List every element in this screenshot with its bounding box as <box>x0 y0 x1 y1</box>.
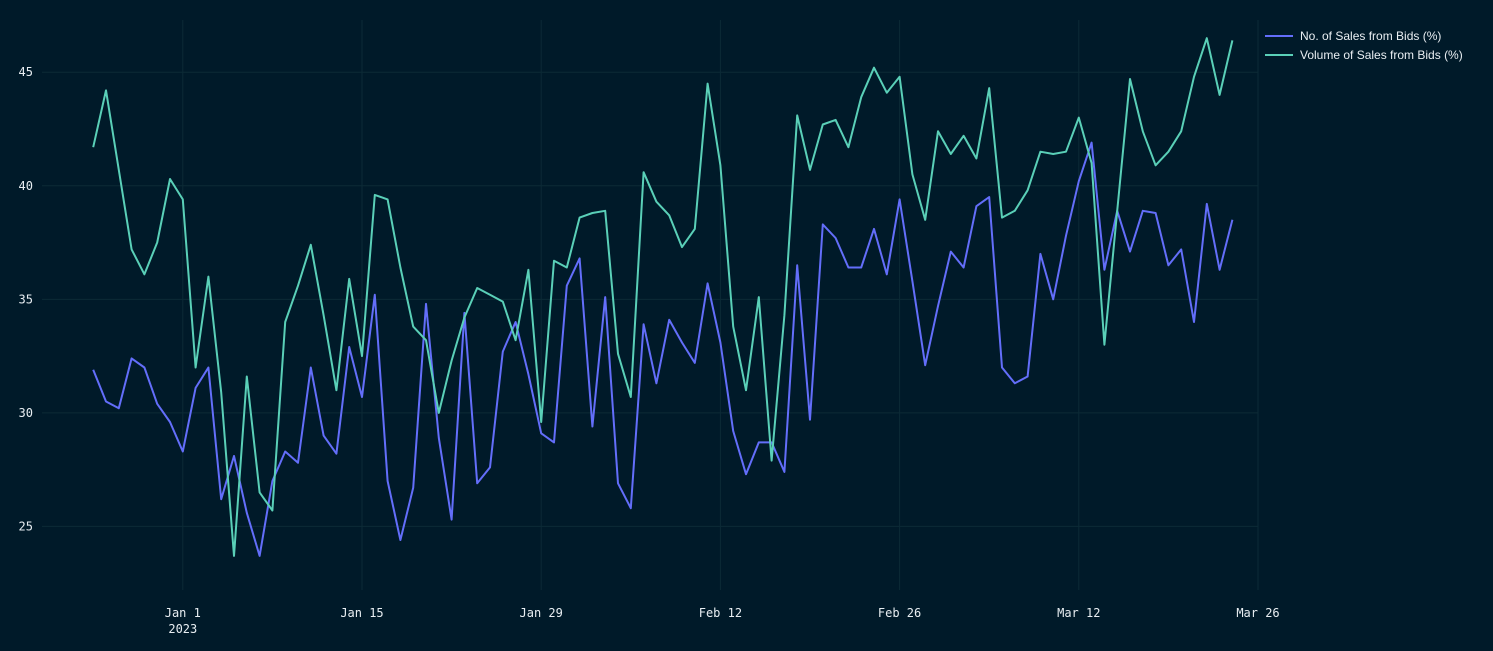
legend[interactable]: No. of Sales from Bids (%) Volume of Sal… <box>1265 29 1463 62</box>
x-tick-label: Feb 12 <box>699 606 742 620</box>
legend-label-sales-count[interactable]: No. of Sales from Bids (%) <box>1300 29 1441 43</box>
y-tick-label: 35 <box>19 292 33 306</box>
gridlines <box>42 20 1259 590</box>
x-tick-label: Jan 15 <box>340 606 383 620</box>
series-lines <box>92 37 1234 557</box>
x-tick-sublabel: 2023 <box>168 622 197 636</box>
y-tick-label: 30 <box>19 406 33 420</box>
y-tick-label: 45 <box>19 65 33 79</box>
y-tick-label: 25 <box>19 519 33 533</box>
x-tick-label: Mar 26 <box>1236 606 1279 620</box>
legend-label-sales-volume[interactable]: Volume of Sales from Bids (%) <box>1300 48 1463 62</box>
axes: 25 30 35 40 45 Jan 1 2023 Jan 15 Jan 29 Feb 12 Feb… <box>19 65 1280 636</box>
y-tick-label: 40 <box>19 179 33 193</box>
x-tick-label: Jan 1 <box>165 606 201 620</box>
series-line-sales-volume[interactable] <box>92 37 1234 557</box>
x-tick-label: Mar 12 <box>1057 606 1100 620</box>
series-line-sales-count[interactable] <box>92 141 1234 557</box>
x-tick-label: Feb 26 <box>878 606 921 620</box>
x-tick-label: Jan 29 <box>520 606 563 620</box>
